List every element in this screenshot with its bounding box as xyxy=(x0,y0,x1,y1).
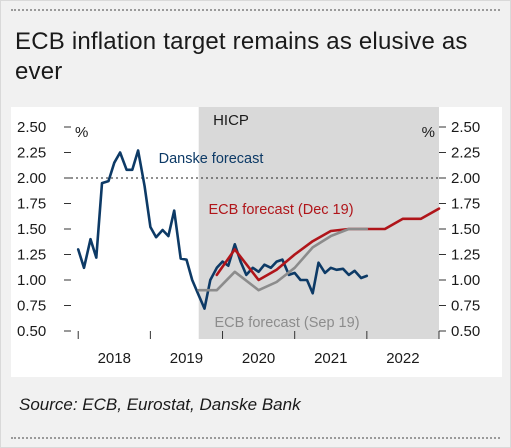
series-label-ecb-dec: ECB forecast (Dec 19) xyxy=(208,202,353,218)
series-line xyxy=(76,149,369,310)
left-unit-label: % xyxy=(75,124,88,141)
series-line xyxy=(215,207,441,282)
y-tick-label-left: 2.25 xyxy=(17,145,46,162)
y-tick-label-right: 2.00 xyxy=(451,170,480,187)
y-tick-label-right: 0.50 xyxy=(451,323,480,340)
series-line xyxy=(197,227,369,292)
y-tick-label-left: 1.75 xyxy=(17,196,46,213)
series-label-ecb-sep: ECB forecast (Sep 19) xyxy=(214,315,359,331)
x-tick-label: 2021 xyxy=(314,350,347,367)
y-tick-label-right: 1.75 xyxy=(451,196,480,213)
y-tick-label-right: 1.00 xyxy=(451,272,480,289)
y-tick-label-left: 2.50 xyxy=(17,119,46,136)
chart-title: ECB inflation target remains as elusive … xyxy=(15,28,468,85)
bottom-divider xyxy=(11,437,500,439)
x-tick-label: 2022 xyxy=(386,350,419,367)
y-tick-label-right: 0.75 xyxy=(451,298,480,315)
y-tick-label-left: 0.75 xyxy=(17,298,46,315)
y-tick-label-right: 1.25 xyxy=(451,247,480,264)
y-tick-label-right: 2.50 xyxy=(451,119,480,136)
source-note: Source: ECB, Eurostat, Danske Bank xyxy=(19,395,301,414)
y-tick-label-right: 2.25 xyxy=(451,145,480,162)
x-tick-label: 2019 xyxy=(170,350,203,367)
right-unit-label: % xyxy=(422,124,435,141)
x-tick-label: 2018 xyxy=(98,350,131,367)
x-tick-label: 2020 xyxy=(242,350,275,367)
chart-panel: HICP%% 2.50 2.50 2.25 2.25 2.00 2.00 1.75 1.75 1.… xyxy=(11,107,502,377)
series-label-danske: Danske forecast xyxy=(159,151,264,167)
y-tick-label-left: 1.00 xyxy=(17,272,46,289)
top-divider xyxy=(11,9,500,11)
hicp-chart: HICP% % 2.50 2.50 2.25 2.25 2.00 2.00 1.75 1.75 1.… xyxy=(17,107,480,367)
shaded-region xyxy=(198,107,439,339)
y-tick-label-right: 1.50 xyxy=(451,221,480,238)
y-tick-label-left: 1.25 xyxy=(17,247,46,264)
y-tick-label-left: 1.50 xyxy=(17,221,46,238)
y-tick-label-left: 0.50 xyxy=(17,323,46,340)
chart-subtitle: HICP xyxy=(213,112,249,129)
y-tick-label-left: 2.00 xyxy=(17,170,46,187)
